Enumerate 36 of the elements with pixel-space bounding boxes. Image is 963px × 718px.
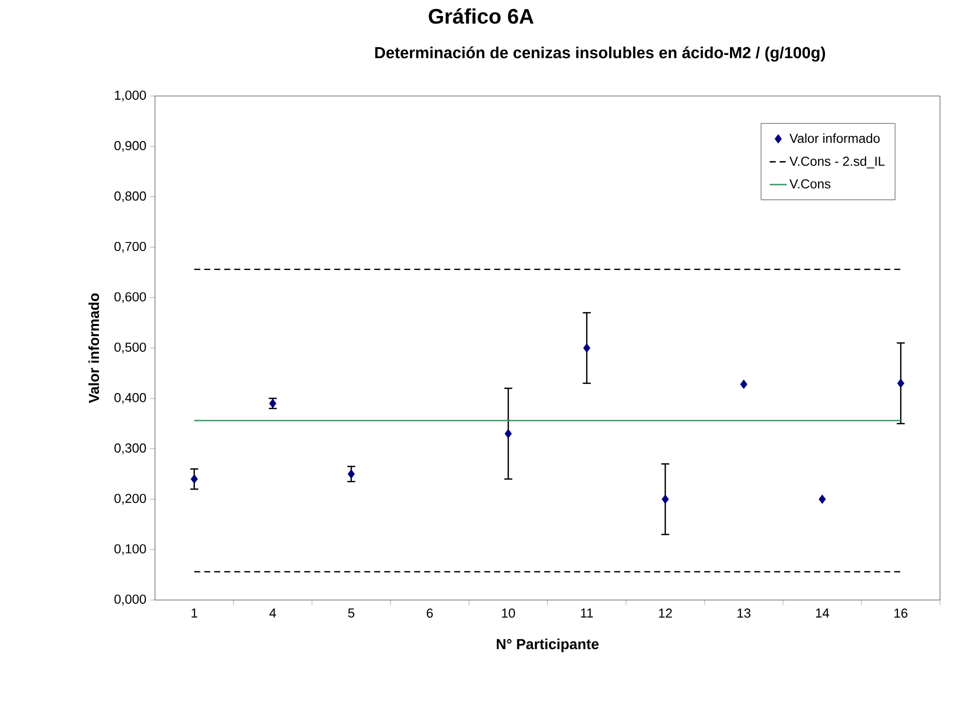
x-tick-label: 11 xyxy=(581,608,593,618)
point xyxy=(897,378,904,388)
y-tick-label: 0,100 xyxy=(114,544,146,555)
x-tick-label: 4 xyxy=(269,608,276,618)
point xyxy=(348,469,355,479)
y-tick-label: 0,500 xyxy=(114,342,146,354)
legend-label: V.Cons xyxy=(789,179,830,188)
y-tick-label: 0,800 xyxy=(114,191,146,202)
chart-title: Gráfico 6A xyxy=(428,8,534,24)
x-tick-label: 16 xyxy=(894,608,908,618)
point xyxy=(818,494,826,504)
chart-subtitle: Determinación de cenizas insolubles en ácido-M2 / (g/100g) xyxy=(375,46,826,62)
x-tick-label: 13 xyxy=(738,608,750,618)
x-tick-label: 6 xyxy=(426,608,433,618)
y-tick-label: 0,300 xyxy=(114,443,146,454)
point xyxy=(662,494,669,504)
point xyxy=(583,343,590,353)
y-tick-label: 0,000 xyxy=(114,594,146,606)
y-tick-label: 0,900 xyxy=(114,141,146,152)
point xyxy=(740,380,748,389)
x-tick-label: 5 xyxy=(348,608,354,618)
x-tick-label: 10 xyxy=(502,608,515,618)
point xyxy=(504,428,512,438)
y-tick-label: 0,600 xyxy=(114,292,146,303)
y-tick-label: 0,400 xyxy=(114,393,146,404)
y-axis-title: Valor informado xyxy=(88,293,100,404)
x-axis-title: N° Participante xyxy=(496,638,599,652)
legend-label: V.Cons - 2.sd_IL xyxy=(789,156,885,168)
y-tick-label: 0,200 xyxy=(114,494,146,505)
x-tick-label: 1 xyxy=(192,608,198,618)
y-tick-label: 0,700 xyxy=(114,242,146,253)
x-tick-label: 14 xyxy=(816,608,830,618)
point xyxy=(190,474,198,484)
y-tick-label: 1,000 xyxy=(114,90,146,102)
x-tick-label: 12 xyxy=(659,608,672,618)
legend-label: Valor informado xyxy=(789,133,880,143)
